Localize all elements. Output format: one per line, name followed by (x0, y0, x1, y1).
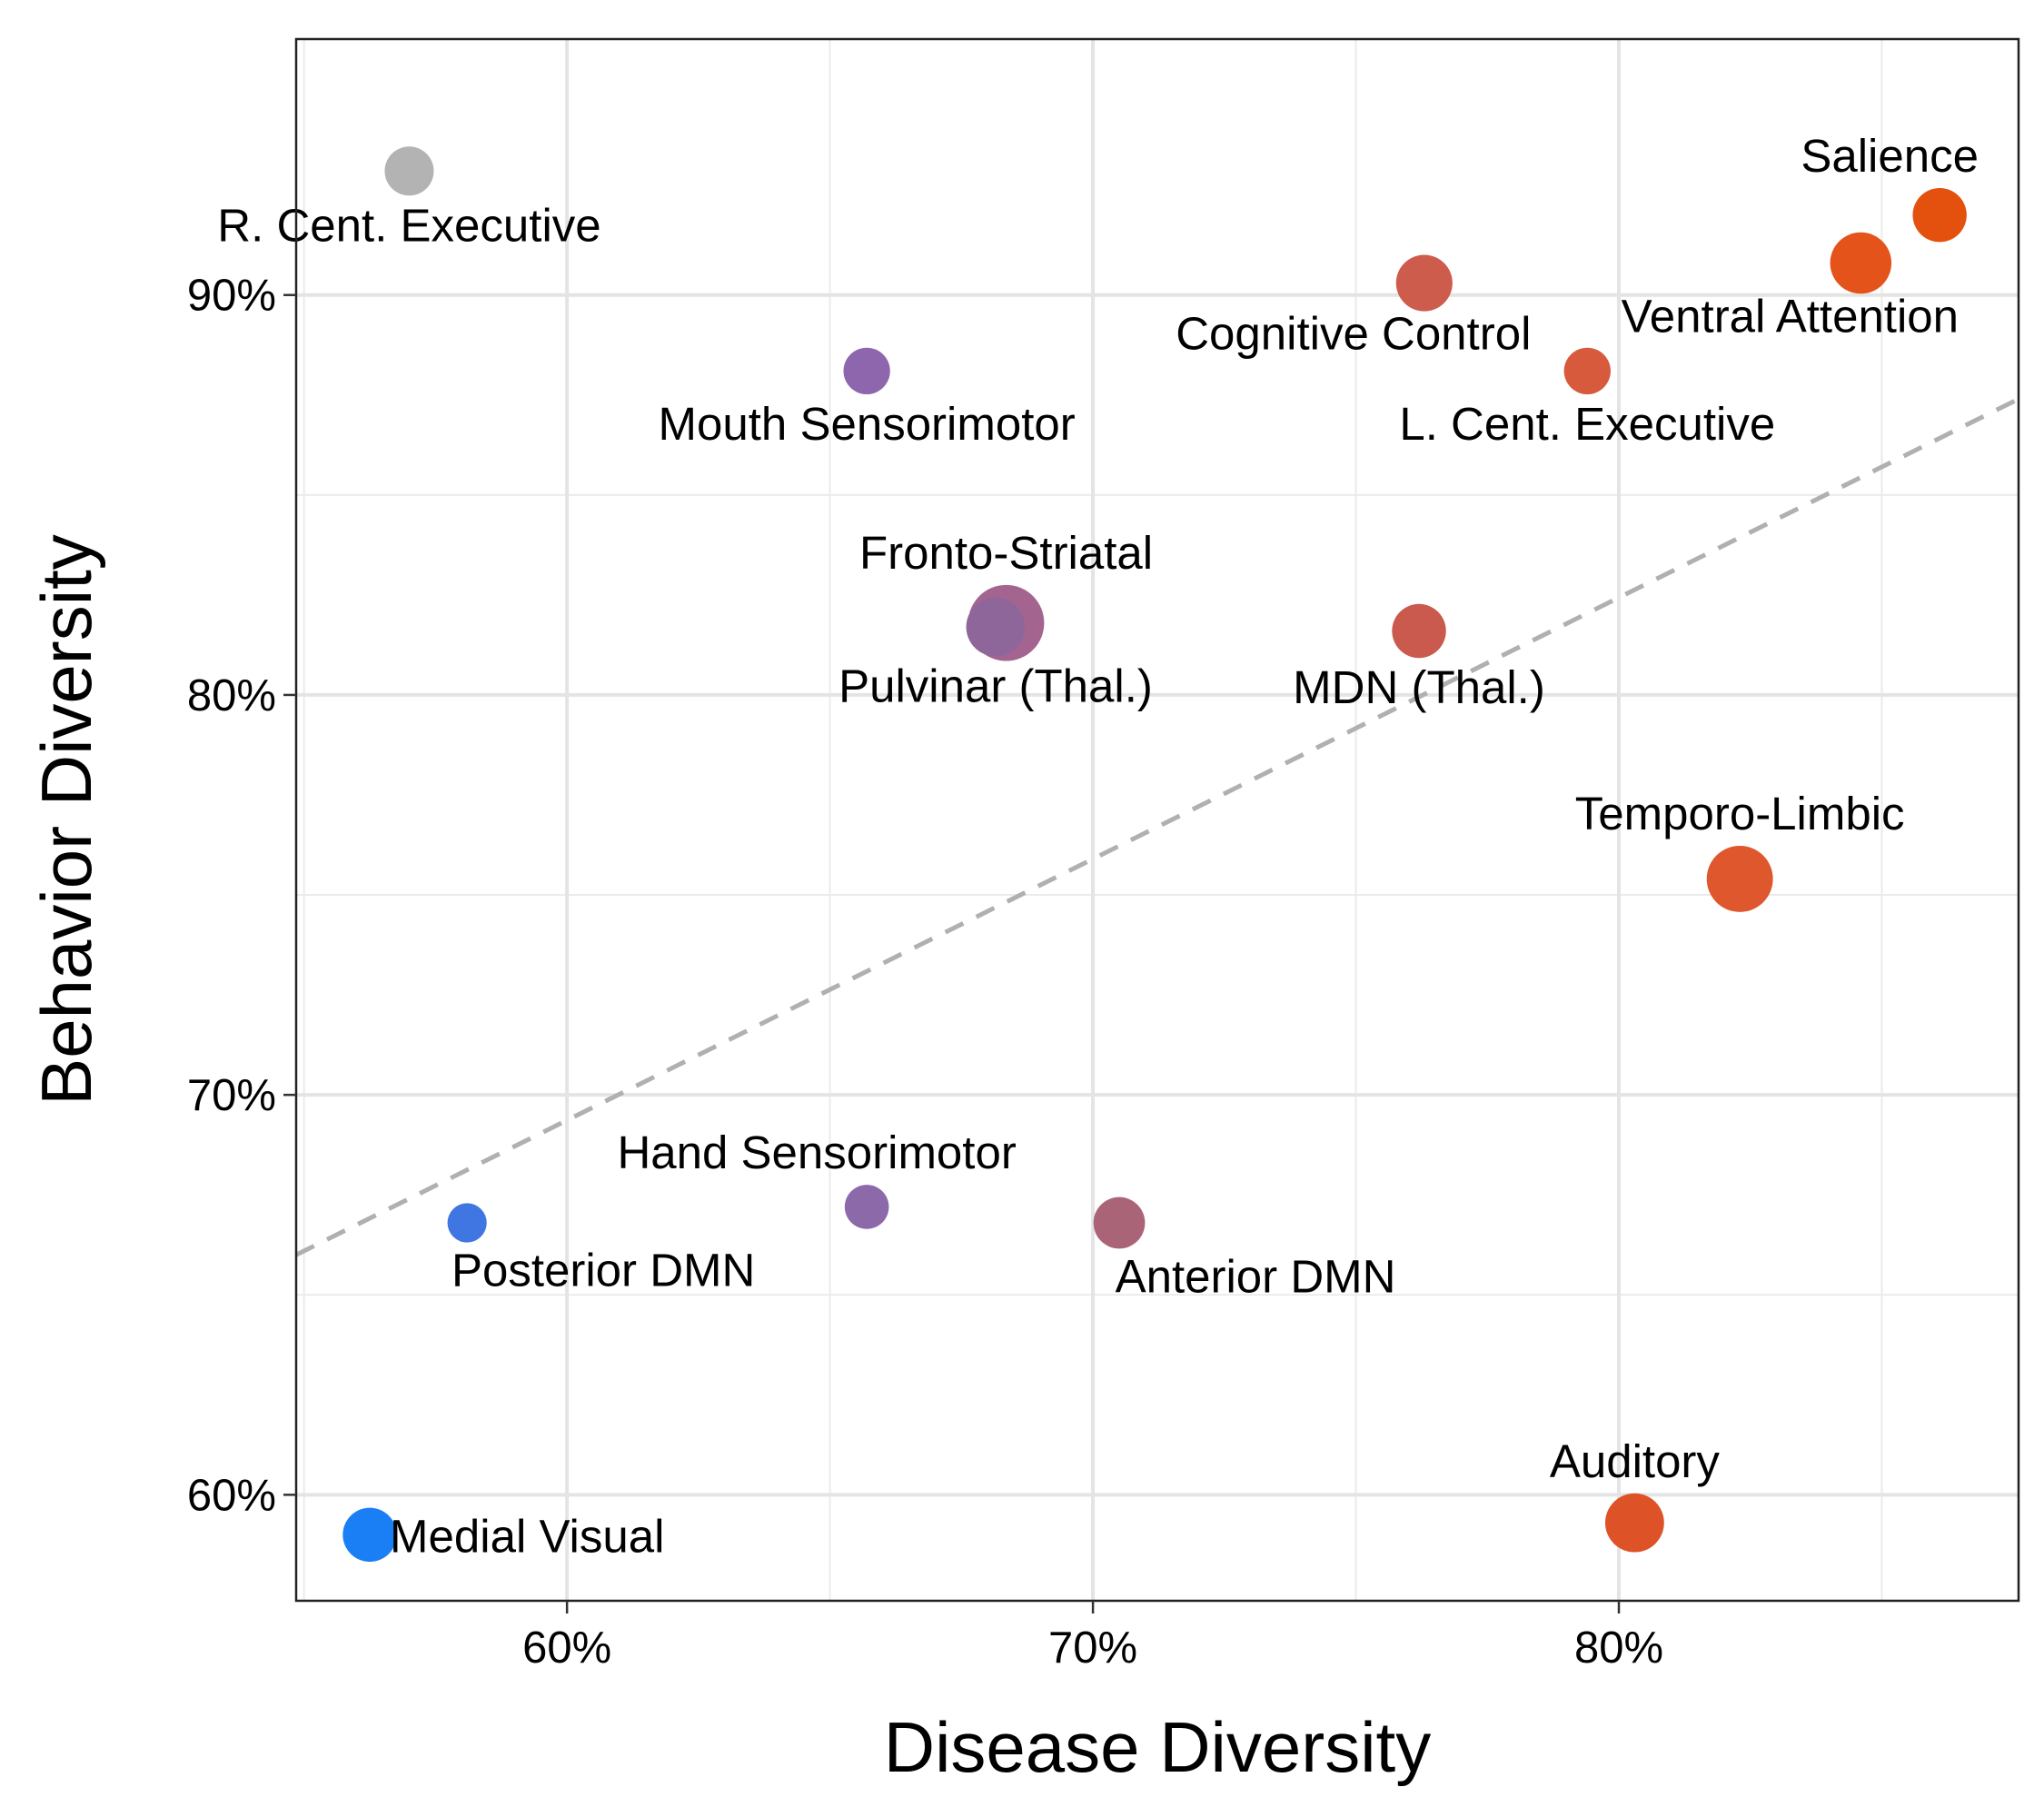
data-points (342, 146, 1967, 1563)
point-label: Mouth Sensorimotor (659, 398, 1076, 450)
x-tick-label: 80% (1574, 1623, 1663, 1673)
point-label: Cognitive Control (1176, 308, 1531, 360)
point-label: Posterior DMN (451, 1245, 755, 1296)
data-point (342, 1507, 397, 1563)
point-label: L. Cent. Executive (1399, 398, 1775, 450)
axes: 60% 70% 80% 60% 70% 80% 90% Disease Diversity Be… (26, 272, 1663, 1787)
y-tick-label: 90% (187, 272, 276, 321)
x-tick-label: 70% (1048, 1623, 1137, 1673)
data-point (1830, 232, 1892, 294)
trend-line-layer (294, 396, 2020, 1257)
data-point (1093, 1196, 1146, 1249)
point-labels: R. Cent. Executive Salience Ventral Attent… (217, 130, 1979, 1562)
data-point (447, 1203, 487, 1243)
point-label: Fronto-Striatal (859, 527, 1153, 579)
y-tick-label: 70% (187, 1071, 276, 1120)
point-label: MDN (Thal.) (1293, 661, 1545, 713)
data-point (1706, 845, 1773, 912)
y-axis-title: Behavior Diversity (26, 534, 106, 1106)
point-label: Medial Visual (390, 1510, 664, 1562)
data-point (844, 1185, 889, 1229)
point-label: Ventral Attention (1622, 290, 1959, 342)
data-point (843, 347, 890, 395)
point-label: Auditory (1550, 1435, 1721, 1487)
data-point (384, 146, 434, 196)
data-point (1912, 187, 1967, 243)
point-label: R. Cent. Executive (217, 199, 600, 251)
point-label: Temporo-Limbic (1575, 788, 1905, 839)
point-label: Hand Sensorimotor (617, 1127, 1016, 1178)
trend-line (294, 396, 2020, 1257)
data-point (1604, 1493, 1664, 1553)
y-tick-label: 80% (187, 671, 276, 720)
point-label: Pulvinar (Thal.) (838, 660, 1153, 712)
point-label: Anterior DMN (1116, 1250, 1396, 1302)
data-point (1392, 603, 1446, 659)
data-point (1395, 254, 1453, 312)
y-tick-label: 60% (187, 1471, 276, 1520)
point-label: Salience (1801, 130, 1979, 182)
grid-lines (296, 39, 2019, 1601)
x-tick-label: 60% (522, 1623, 611, 1673)
data-point (1563, 347, 1611, 395)
x-axis-title: Disease Diversity (884, 1707, 1431, 1787)
data-point (966, 597, 1026, 657)
plot-panel-border (294, 37, 2020, 1603)
